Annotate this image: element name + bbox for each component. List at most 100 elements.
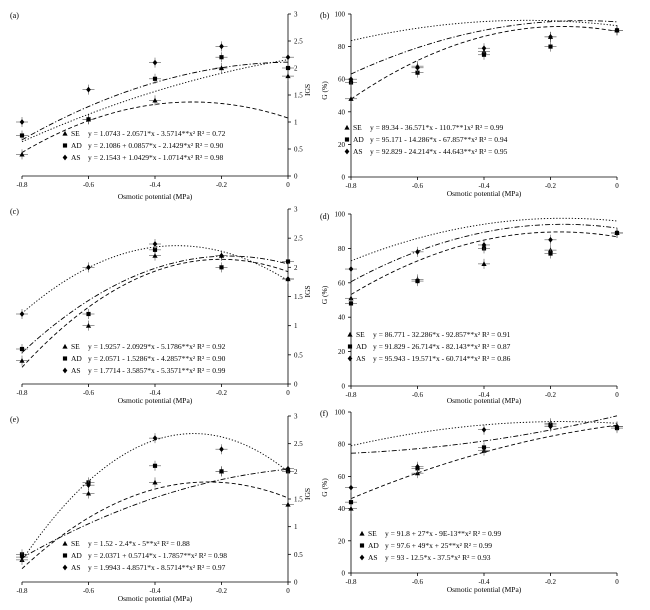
data-point — [86, 117, 91, 122]
data-point — [548, 44, 553, 49]
x-tick-label: -0.6 — [83, 587, 95, 595]
data-point — [614, 423, 620, 430]
data-point — [152, 435, 158, 441]
legend-marker — [347, 355, 353, 362]
data-point — [548, 236, 553, 243]
legend-marker — [62, 143, 68, 148]
data-point — [614, 230, 620, 236]
y-tick-label: 2.5 — [294, 38, 303, 46]
data-point — [219, 43, 224, 50]
y-tick-label: 20 — [338, 348, 346, 356]
panel-d: (d) -0.8 -0.6 -0.4 -0.2 0 0 20 40 60 80 100 Osmotic … — [320, 211, 623, 405]
trend-line — [350, 26, 618, 100]
trend-line — [350, 20, 618, 75]
legend-entry: SE y = 1.52 - 2.4*x - 5**x² R² = 0.88 — [62, 539, 190, 548]
x-tick-label: -0.2 — [545, 391, 557, 399]
data-point — [481, 426, 487, 433]
panel-a: (a) -0.8 -0.6 -0.4 -0.2 00 0.5 1 1.5 2 2.5 3 Osmotic… — [10, 11, 312, 202]
data-point — [348, 96, 354, 101]
y-axis-label: G (%) — [320, 478, 329, 497]
y-tick-label: 2.5 — [294, 235, 303, 243]
series-se — [345, 25, 623, 104]
y-axis-label: IGS — [303, 84, 312, 96]
series-ad — [16, 244, 294, 354]
regression-equation: y = 2.0571 - 1.5286*x - 4.2857**x² R² = … — [88, 354, 226, 363]
data-point — [86, 482, 91, 489]
data-point — [285, 276, 291, 282]
x-tick-label: -0.2 — [216, 389, 228, 397]
trend-line — [350, 217, 618, 262]
regression-equation: y = 2.0371 + 0.5714*x - 1.7857**x² R² = … — [88, 551, 227, 560]
data-point — [85, 490, 92, 496]
y-tick-label: 2 — [294, 264, 298, 272]
legend-marker — [359, 543, 365, 548]
regression-equation: y = 86.771 - 32.286*x - 92.857**x² R² = … — [373, 330, 511, 339]
data-point — [19, 119, 25, 125]
regression-equation: y = 92.829 - 24.214*x - 44.643**x² R² = … — [370, 147, 508, 156]
trend-line — [350, 421, 618, 447]
x-tick-label: 0 — [615, 182, 619, 190]
panel-letter: (c) — [10, 207, 19, 216]
data-point — [348, 295, 354, 301]
legend-entry: AS y = 1.7714 - 3.5857*x - 5.3571**x² R² … — [62, 366, 226, 375]
y-tick-label: 20 — [338, 141, 346, 149]
series-as — [16, 433, 294, 563]
legend-entry: AD y = 91.829 - 26.714*x - 82.143**x² R² … — [347, 342, 511, 351]
trend-line — [21, 258, 289, 368]
series-ad — [345, 20, 623, 88]
legend-marker — [347, 344, 353, 349]
legend-entry: AS y = 93 - 12.5*x - 37.5*x² R² = 0.93 — [359, 553, 491, 562]
panel-f: (f) -0.8 -0.6 -0.4 -0.2 0 0 20 40 60 80 100 Osmotic … — [320, 409, 623, 594]
y-tick-label: 100 — [335, 211, 346, 219]
y-tick-label: 40 — [338, 314, 346, 322]
legend-marker — [62, 130, 68, 136]
legend-label: AS — [356, 354, 366, 363]
legend-entry: AD y = 2.1086 + 0.0857*x - 2.1429*x² R² =… — [62, 141, 224, 150]
legend-entry: AS y = 2.1543 + 1.0429*x - 1.0714*x² R² =… — [62, 153, 224, 162]
y-tick-label: 0 — [294, 381, 298, 389]
legend-label: AS — [71, 563, 81, 572]
trend-line — [350, 415, 618, 454]
y-tick-label: 1 — [294, 119, 298, 127]
data-point — [348, 506, 354, 511]
y-tick-label: 100 — [335, 409, 346, 417]
trend-line — [21, 255, 289, 354]
y-tick-label: 1.5 — [294, 293, 303, 301]
trend-line — [21, 101, 289, 153]
data-point — [348, 484, 354, 491]
data-point — [285, 54, 291, 61]
x-tick-label: -0.8 — [16, 181, 28, 189]
data-point — [348, 76, 354, 83]
y-tick-label: 60 — [338, 279, 346, 287]
data-point — [285, 465, 291, 472]
y-tick-label: 0 — [342, 383, 346, 391]
legend-marker — [359, 554, 365, 561]
data-point — [219, 252, 224, 259]
legend-marker — [62, 564, 68, 571]
legend-entry: AS y = 92.829 - 24.214*x - 44.643**x² R² … — [344, 147, 508, 156]
legend-marker — [344, 137, 350, 142]
data-point — [481, 45, 487, 52]
x-tick-label: -0.8 — [345, 182, 357, 190]
data-point — [285, 259, 291, 264]
data-point — [19, 554, 25, 560]
x-tick-label: -0.6 — [412, 182, 424, 190]
legend-entry: AD y = 2.0571 - 1.5286*x - 4.2857**x² R² … — [62, 354, 226, 363]
legend-entry: SE y = 1.0743 - 2.0571*x - 3.5714**x² R² … — [62, 129, 226, 138]
legend-marker — [62, 553, 68, 558]
data-point — [348, 266, 354, 272]
regression-equation: y = 1.52 - 2.4*x - 5**x² R² = 0.88 — [88, 539, 190, 548]
x-tick-label: 0 — [615, 578, 619, 586]
legend-label: SE — [71, 342, 80, 351]
x-tick-label: -0.6 — [83, 181, 95, 189]
data-point — [152, 253, 158, 258]
trend-line — [21, 433, 289, 561]
x-tick-label: -0.4 — [478, 391, 490, 399]
data-point — [481, 52, 487, 57]
legend-label: AD — [368, 541, 379, 550]
legend-label: SE — [71, 539, 80, 548]
data-point — [548, 33, 553, 40]
legend-entry: SE y = 1.9257 - 2.0929*x - 5.1786**x² R² … — [62, 342, 226, 351]
series-as — [16, 239, 294, 319]
